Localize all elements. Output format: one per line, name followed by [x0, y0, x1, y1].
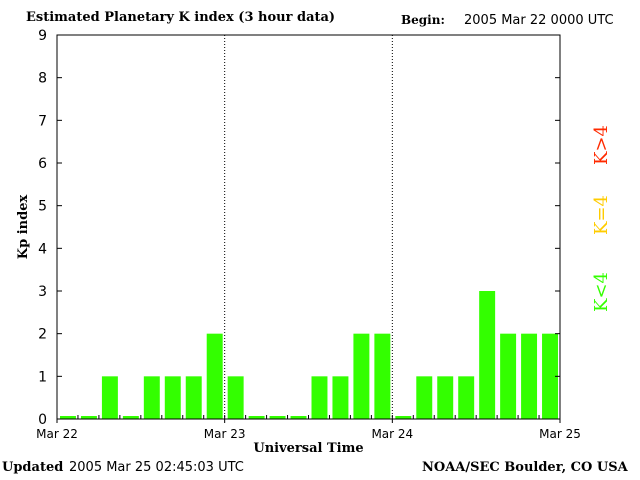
kp-bar	[185, 376, 202, 419]
y-tick-label: 9	[38, 28, 47, 44]
y-axis-label: Kp index	[16, 195, 31, 260]
y-tick-label: 8	[38, 71, 47, 87]
chart-title: Estimated Planetary K index (3 hour data…	[26, 10, 336, 25]
kp-bar	[437, 376, 454, 419]
kp-bar	[374, 333, 391, 419]
kp-bar	[521, 333, 538, 419]
y-tick-label: 1	[38, 369, 47, 385]
legend-item: K=4	[591, 195, 612, 235]
kp-bar	[206, 333, 223, 419]
kp-bar	[143, 376, 160, 419]
kp-bar	[332, 376, 349, 419]
kp-bar	[164, 376, 181, 419]
kp-bar	[500, 333, 517, 419]
updated-label: Updated	[2, 460, 64, 475]
y-tick-label: 3	[38, 284, 47, 300]
kp-bar	[416, 376, 433, 419]
kp-bar	[227, 376, 244, 419]
kp-bar	[353, 333, 370, 419]
x-axis-label: Universal Time	[253, 441, 363, 456]
kp-bar	[248, 416, 265, 419]
source-credit: NOAA/SEC Boulder, CO USA	[422, 460, 628, 475]
kp-bar	[80, 416, 97, 419]
y-tick-label: 4	[38, 241, 47, 257]
x-tick-label: Mar 25	[539, 427, 581, 441]
begin-label: Begin:	[401, 13, 445, 27]
legend-item: K>4	[591, 125, 612, 165]
begin-value: 2005 Mar 22 0000 UTC	[464, 13, 614, 28]
kp-bar	[122, 416, 139, 419]
kp-bar	[542, 333, 558, 419]
y-tick-label: 0	[38, 412, 47, 428]
x-tick-label: Mar 24	[371, 427, 413, 441]
kp-bar	[101, 376, 118, 419]
y-tick-label: 6	[38, 156, 47, 172]
kp-bar	[290, 416, 307, 419]
y-tick-label: 5	[38, 199, 47, 215]
x-tick-label: Mar 23	[204, 427, 246, 441]
updated-timestamp: 2005 Mar 25 02:45:03 UTC	[69, 460, 244, 475]
kp-bar	[395, 416, 412, 419]
y-tick-label: 7	[38, 113, 47, 129]
kp-bar	[269, 416, 286, 419]
x-tick-label: Mar 22	[36, 427, 78, 441]
kp-bar	[458, 376, 475, 419]
legend-item: K<4	[591, 272, 612, 312]
kp-bar	[60, 416, 76, 419]
kp-bar	[311, 376, 328, 419]
y-tick-label: 2	[38, 327, 47, 343]
kp-bar	[479, 291, 496, 419]
